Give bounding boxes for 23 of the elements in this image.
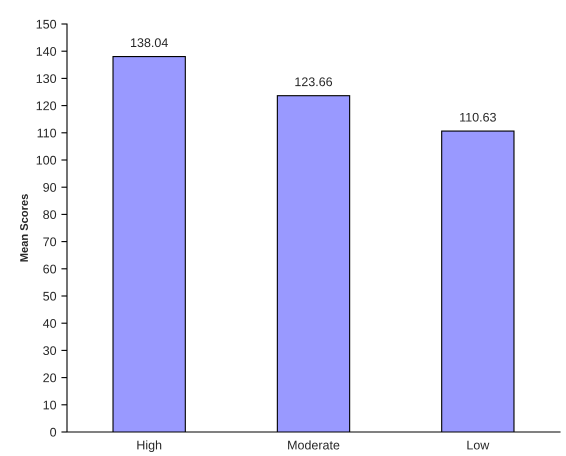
- y-tick-label: 100: [36, 156, 56, 165]
- data-label: 123.66: [295, 77, 332, 86]
- y-tick-label: 120: [36, 101, 56, 110]
- data-label: 110.63: [460, 112, 496, 122]
- data-label: 138.04: [131, 38, 168, 48]
- y-tick-label: 30: [43, 346, 56, 356]
- x-tick-label: Moderate: [288, 440, 340, 450]
- x-tick-label: High: [137, 440, 162, 452]
- x-tick-label: Low: [467, 440, 490, 450]
- y-tick-label: 10: [44, 400, 56, 410]
- y-tick-label: 50: [43, 292, 56, 301]
- y-tick-label: 40: [42, 319, 56, 328]
- y-tick-label: 130: [36, 74, 56, 84]
- y-tick-label: 90: [43, 183, 56, 192]
- y-tick-label: 70: [43, 237, 56, 246]
- y-tick-label: 110: [38, 128, 56, 138]
- y-axis-title: Mean Scores: [20, 194, 28, 262]
- y-tick-label: 60: [43, 264, 56, 274]
- y-tick-label: 20: [43, 373, 56, 382]
- y-tick-label: 150: [36, 20, 56, 29]
- y-tick-label: 140: [36, 47, 56, 56]
- y-tick-label: 0: [50, 428, 56, 437]
- y-tick-label: 80: [43, 210, 56, 220]
